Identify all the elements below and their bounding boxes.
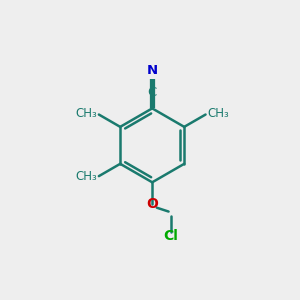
- Text: CH₃: CH₃: [76, 107, 97, 120]
- Text: CH₃: CH₃: [207, 107, 229, 120]
- Text: N: N: [147, 64, 158, 77]
- Text: Cl: Cl: [164, 229, 178, 243]
- Text: C: C: [148, 86, 157, 100]
- Text: O: O: [146, 197, 158, 211]
- Text: CH₃: CH₃: [76, 170, 97, 183]
